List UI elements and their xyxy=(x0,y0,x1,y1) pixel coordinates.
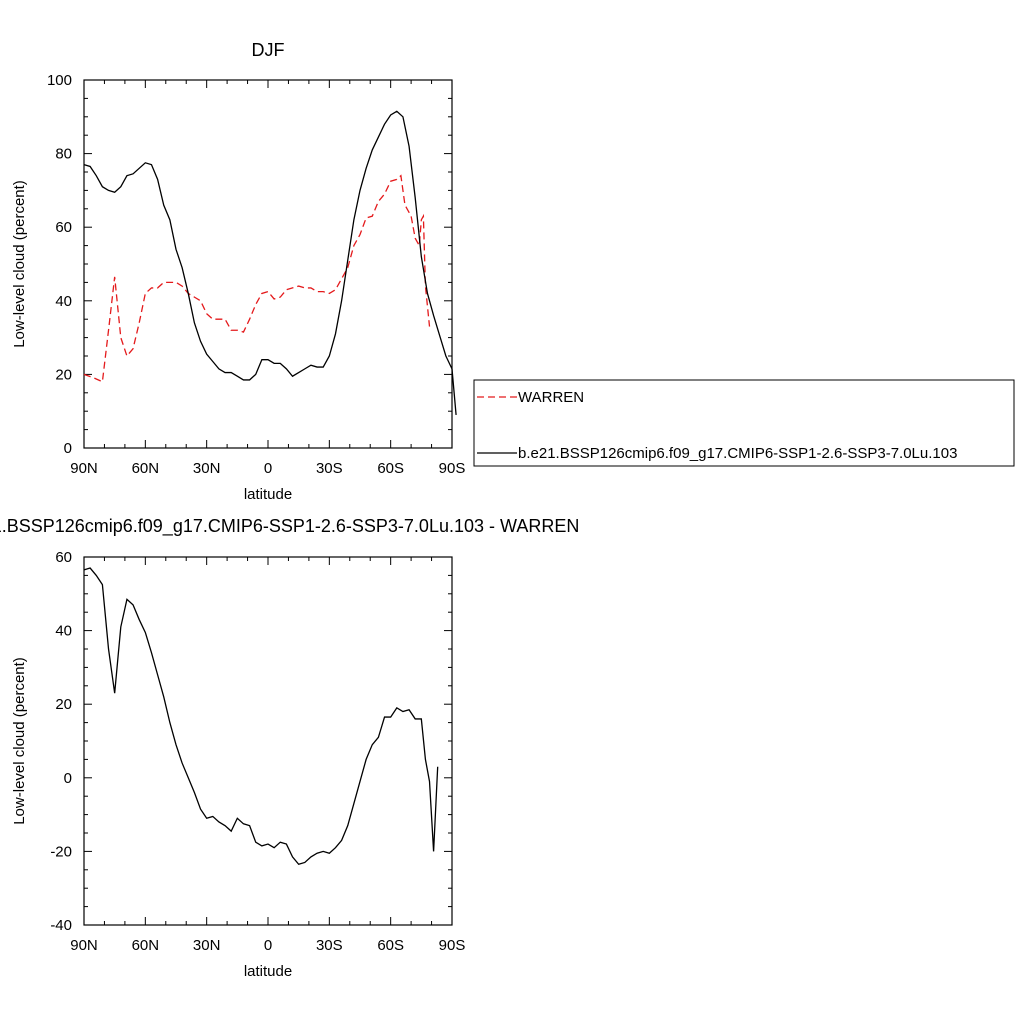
legend: WARREN b.e21.BSSP126cmip6.f09_g17.CMIP6-S… xyxy=(473,379,1015,467)
plot-frame xyxy=(83,556,453,926)
y-axis-label: Low-level cloud (percent) xyxy=(11,657,28,825)
x-tick-label: 90S xyxy=(439,937,466,954)
legend-box xyxy=(473,379,1015,467)
x-axis-label: latitude xyxy=(244,486,292,503)
y-axis-label: Low-level cloud (percent) xyxy=(11,180,28,348)
series-line-0 xyxy=(83,174,431,383)
legend-label-1: b.e21.BSSP126cmip6.f09_g17.CMIP6-SSP1-2.… xyxy=(518,445,957,462)
y-tick-label: 60 xyxy=(55,219,72,236)
x-tick-label: 30N xyxy=(193,460,221,477)
y-tick-label: 80 xyxy=(55,146,72,163)
series-line-0 xyxy=(83,567,439,866)
y-tick-label: -40 xyxy=(50,917,72,934)
x-tick-label: 60N xyxy=(132,460,160,477)
x-tick-label: 90N xyxy=(70,460,98,477)
x-tick-label: 60S xyxy=(377,460,404,477)
x-tick-label: 90N xyxy=(70,937,98,954)
chart-title: DJF xyxy=(252,40,285,60)
plot-frame xyxy=(83,79,453,449)
x-tick-label: 90S xyxy=(439,460,466,477)
bottom-line-chart: b.e21.BSSP126cmip6.f09_g17.CMIP6-SSP1-2.… xyxy=(0,516,579,980)
x-tick-label: 60N xyxy=(132,937,160,954)
y-tick-label: 40 xyxy=(55,623,72,640)
y-tick-label: 20 xyxy=(55,366,72,383)
top-line-chart: DJF 0 20 40 60 80 100 90N 60N 30N 0 30S 60S 90S latitu… xyxy=(11,40,465,503)
y-tick-label: 20 xyxy=(55,696,72,713)
x-axis-label: latitude xyxy=(244,963,292,980)
legend-label-0: WARREN xyxy=(518,389,584,406)
chart-title: b.e21.BSSP126cmip6.f09_g17.CMIP6-SSP1-2.… xyxy=(0,516,579,537)
y-tick-label: 0 xyxy=(64,770,72,787)
x-tick-label: 60S xyxy=(377,937,404,954)
y-tick-label: 60 xyxy=(55,549,72,566)
x-tick-label: 0 xyxy=(264,460,272,477)
x-tick-label: 30N xyxy=(193,937,221,954)
series-line-1 xyxy=(83,110,457,415)
y-tick-label: 0 xyxy=(64,440,72,457)
y-tick-label: -20 xyxy=(50,843,72,860)
x-tick-label: 0 xyxy=(264,937,272,954)
y-tick-label: 40 xyxy=(55,293,72,310)
x-tick-label: 30S xyxy=(316,937,343,954)
y-tick-label: 100 xyxy=(47,72,72,89)
x-tick-label: 30S xyxy=(316,460,343,477)
